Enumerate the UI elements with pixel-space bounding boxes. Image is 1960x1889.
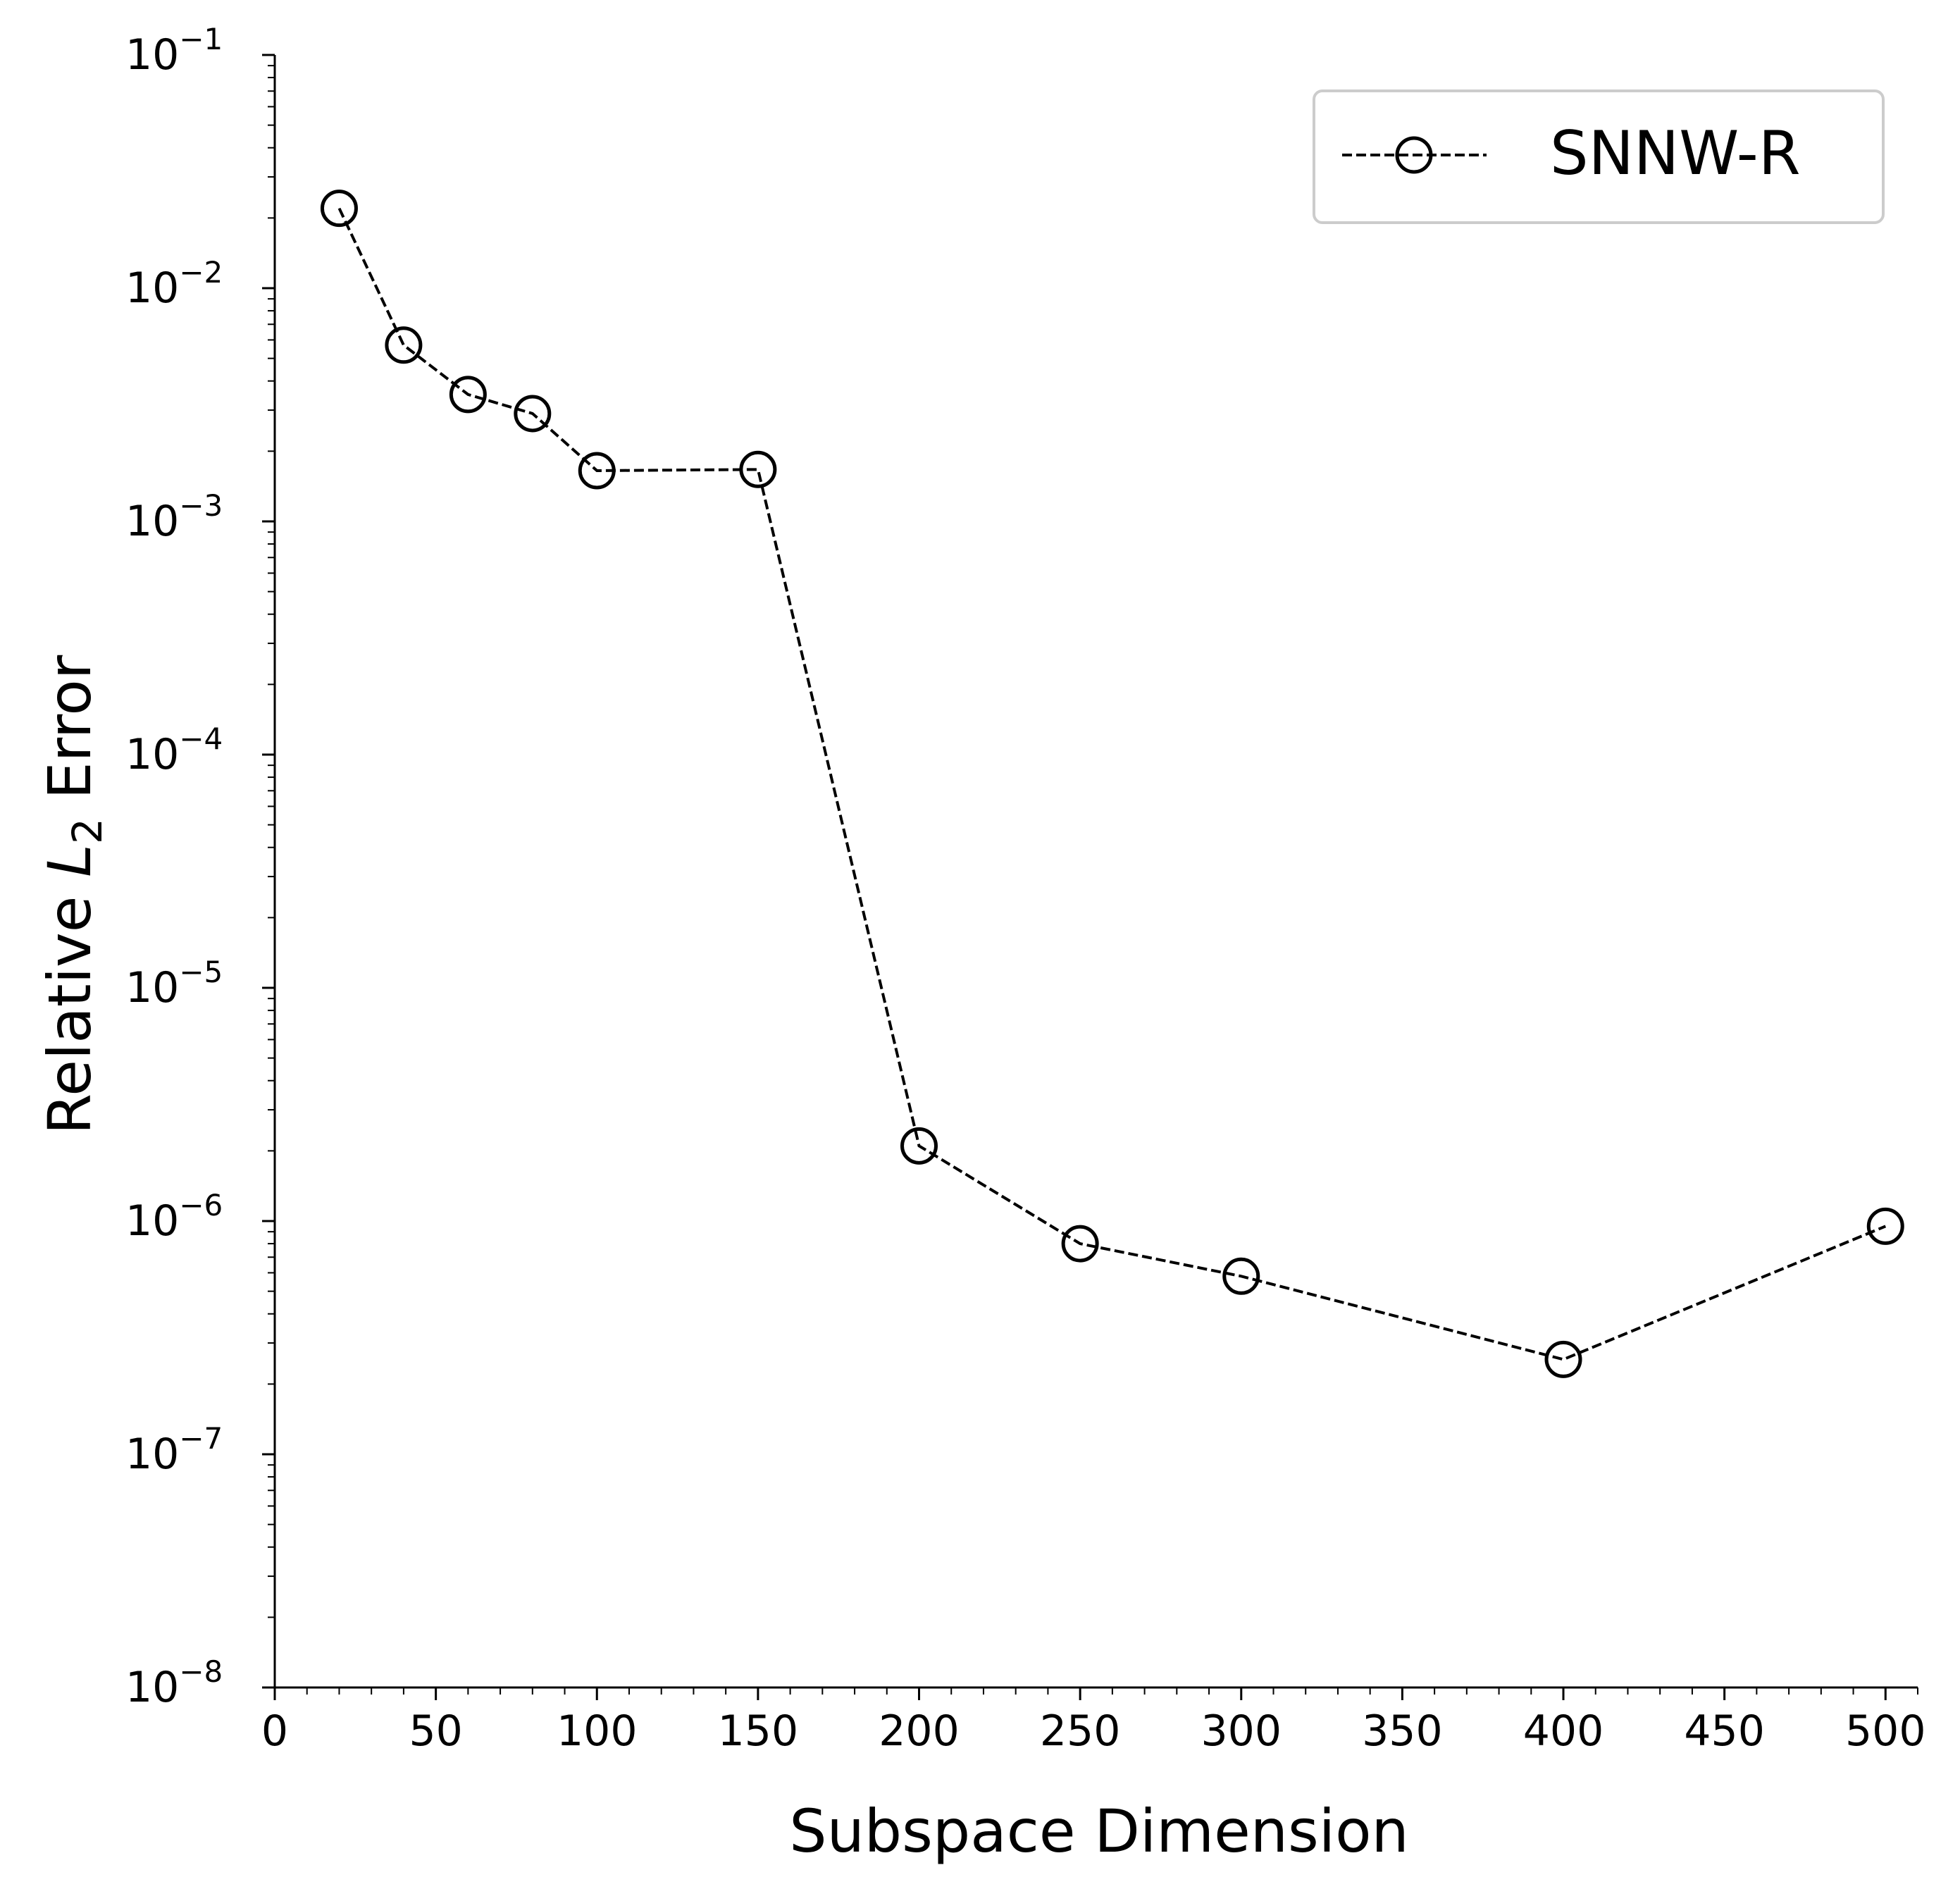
data-point-marker bbox=[739, 450, 777, 488]
x-tick-label: 300 bbox=[1201, 1707, 1282, 1756]
y-tick-label-exponent: −5 bbox=[179, 955, 223, 989]
y-tick-label-exponent: −8 bbox=[179, 1654, 223, 1689]
y-tick-label: 10−1 bbox=[125, 22, 223, 80]
plot-series bbox=[320, 190, 1904, 1378]
x-tick-label: 200 bbox=[879, 1707, 960, 1756]
y-tick-label-base: 10 bbox=[125, 1663, 179, 1712]
data-point-marker bbox=[1061, 1225, 1099, 1263]
y-tick-label-exponent: −7 bbox=[179, 1421, 223, 1456]
y-axis-ticks: 10−810−710−610−510−410−310−210−1 bbox=[125, 22, 275, 1712]
data-point-marker bbox=[1222, 1257, 1260, 1295]
data-point-marker bbox=[900, 1127, 938, 1165]
legend-label: SNNW-R bbox=[1550, 118, 1801, 189]
y-tick-label-base: 10 bbox=[125, 30, 179, 80]
x-tick-label: 450 bbox=[1684, 1707, 1765, 1756]
y-tick-label: 10−6 bbox=[125, 1188, 223, 1246]
data-point-marker bbox=[385, 326, 423, 364]
y-tick-label-exponent: −6 bbox=[179, 1188, 223, 1222]
data-point-marker bbox=[1866, 1207, 1904, 1245]
y-tick-label-base: 10 bbox=[125, 1196, 179, 1246]
y-tick-label: 10−8 bbox=[125, 1654, 223, 1712]
y-axis-label-sub: 2 bbox=[63, 818, 111, 844]
y-axis-label: Relative L2 Error bbox=[35, 655, 111, 1134]
x-axis-ticks: 0 50 100 150 200 250 300 350 400 450 500 bbox=[261, 1687, 1926, 1756]
x-tick-label: 150 bbox=[718, 1707, 799, 1756]
y-tick-label: 10−7 bbox=[125, 1421, 223, 1479]
x-tick-label: 50 bbox=[409, 1707, 462, 1756]
series-markers bbox=[320, 190, 1904, 1378]
y-tick-label: 10−2 bbox=[125, 255, 223, 313]
series-line-snnw-r bbox=[337, 207, 1887, 1361]
data-point-marker bbox=[1544, 1340, 1582, 1378]
y-tick-label: 10−5 bbox=[125, 955, 223, 1012]
x-tick-label: 100 bbox=[557, 1707, 638, 1756]
x-tick-label: 250 bbox=[1040, 1707, 1121, 1756]
y-tick-label-base: 10 bbox=[125, 1430, 179, 1479]
y-tick-label-exponent: −1 bbox=[179, 22, 223, 56]
minor-ticks bbox=[268, 65, 1918, 1695]
y-tick-label-exponent: −4 bbox=[179, 721, 223, 756]
x-tick-label: 350 bbox=[1362, 1707, 1443, 1756]
y-axis-label-main: Relative bbox=[35, 877, 104, 1134]
y-tick-label: 10−3 bbox=[125, 488, 223, 546]
data-point-marker bbox=[514, 395, 552, 433]
y-axis-label-tail: Error bbox=[35, 655, 104, 818]
y-tick-label-base: 10 bbox=[125, 963, 179, 1012]
legend: SNNW-R bbox=[1313, 89, 1885, 224]
y-tick-label-exponent: −2 bbox=[179, 255, 223, 290]
x-tick-label: 500 bbox=[1845, 1707, 1926, 1756]
y-axis-label-var: L bbox=[35, 844, 104, 877]
data-point-marker bbox=[449, 376, 487, 414]
legend-marker-circle bbox=[1395, 136, 1433, 174]
y-tick-label-base: 10 bbox=[125, 264, 179, 313]
y-tick-label-base: 10 bbox=[125, 730, 179, 779]
data-point-marker bbox=[578, 452, 616, 490]
x-tick-label: 0 bbox=[261, 1707, 288, 1756]
y-tick-label-exponent: −3 bbox=[179, 488, 223, 523]
x-tick-label: 400 bbox=[1523, 1707, 1604, 1756]
legend-frame bbox=[1313, 89, 1885, 224]
data-point-marker bbox=[320, 190, 358, 228]
x-axis-label: Subspace Dimension bbox=[789, 1797, 1409, 1866]
y-tick-label-base: 10 bbox=[125, 497, 179, 546]
y-tick-label: 10−4 bbox=[125, 721, 223, 779]
